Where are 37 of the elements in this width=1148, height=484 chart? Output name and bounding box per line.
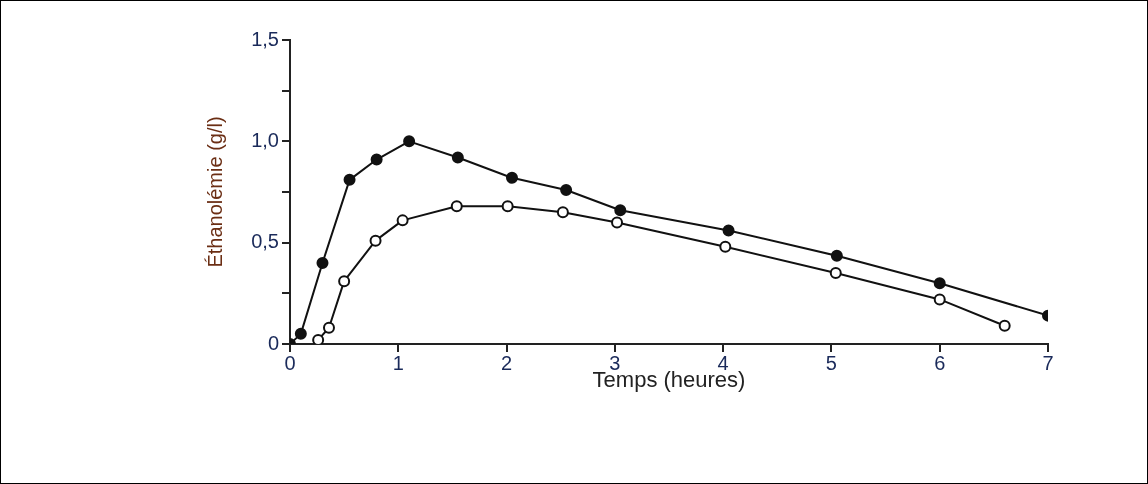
x-tick-label: 1 (392, 351, 404, 374)
y-tick-label: 0,5 (251, 230, 279, 253)
y-tick-label: 1,5 (251, 27, 279, 50)
point (294, 327, 307, 340)
point (370, 153, 383, 166)
point (829, 267, 842, 280)
x-tick-label: 0 (284, 351, 296, 374)
point (312, 333, 325, 344)
x-tick-label: 4 (717, 351, 729, 374)
point (933, 277, 946, 290)
point (505, 171, 518, 184)
point (933, 293, 946, 306)
y-tick-label: 1,0 (251, 128, 279, 151)
y-axis-title: Éthanolémie (g/l) (203, 116, 226, 268)
point (614, 204, 627, 217)
point (396, 214, 409, 227)
point (501, 200, 514, 213)
point (451, 151, 464, 164)
point (338, 275, 351, 288)
point (722, 224, 735, 237)
point (830, 249, 843, 262)
point (403, 135, 416, 148)
point (369, 234, 382, 247)
point (343, 173, 356, 186)
x-tick-label: 7 (1042, 351, 1054, 374)
point (450, 200, 463, 213)
x-tick-label: 6 (934, 351, 946, 374)
point (719, 240, 732, 253)
point (556, 206, 569, 219)
point (322, 321, 335, 334)
point (998, 319, 1011, 332)
point (316, 256, 329, 269)
y-tick-label: 0 (267, 331, 279, 354)
x-tick-label: 2 (501, 351, 513, 374)
point (611, 216, 624, 229)
x-tick-label: 5 (825, 351, 837, 374)
point (560, 183, 573, 196)
